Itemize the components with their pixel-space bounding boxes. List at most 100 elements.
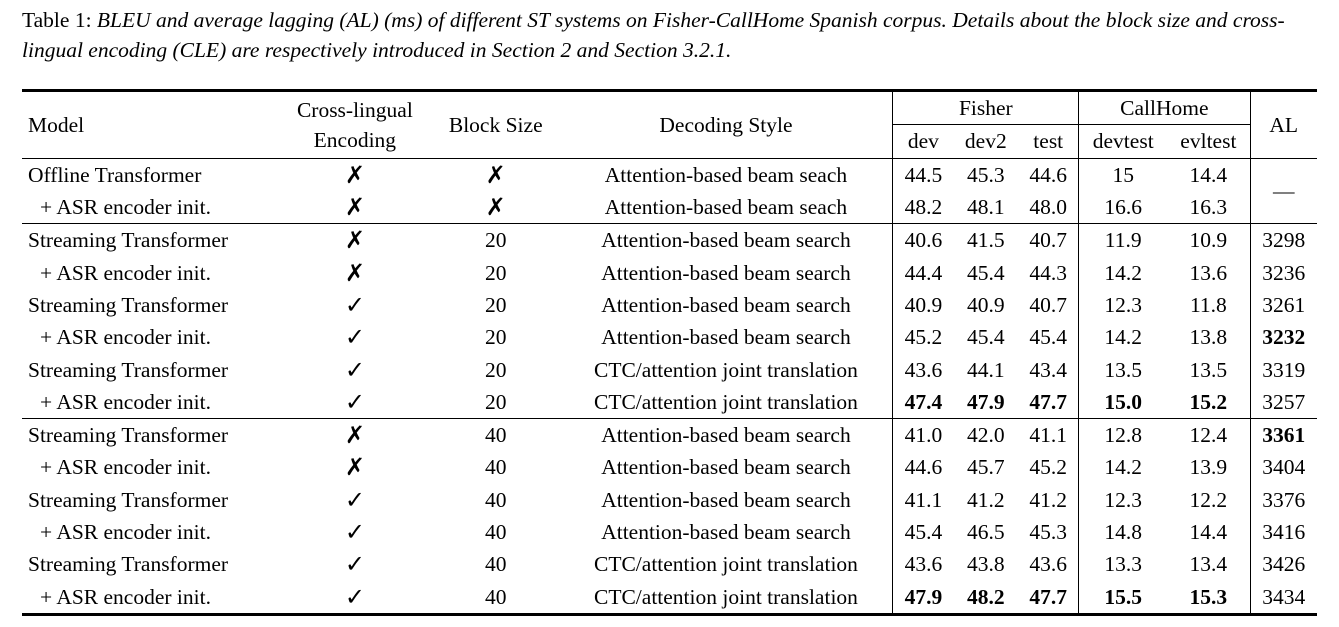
table-row: + ASR encoder init. ✓ 20 Attention-based be… xyxy=(22,321,1317,354)
al-cell: — xyxy=(1249,158,1317,224)
fisher-dev2-cell: 46.5 xyxy=(967,520,1005,544)
check-icon: ✓ xyxy=(344,387,365,416)
fisher-test-cell: 43.6 xyxy=(1029,552,1068,577)
fisher-test-cell: 45.2 xyxy=(1029,455,1068,480)
callhome-devtest-cell: 13.5 xyxy=(1078,353,1168,386)
header-model: Model xyxy=(28,112,85,137)
al-cell: 3298 xyxy=(1249,223,1317,257)
block-size-cell: 20 xyxy=(484,325,507,350)
fisher-test-cell: 41.1 xyxy=(1029,423,1068,448)
fisher-dev-cell: 45.2 xyxy=(892,321,954,354)
al-cell: 3434 xyxy=(1249,580,1317,615)
block-size-cell: 40 xyxy=(484,423,507,448)
block-size-cell: 20 xyxy=(484,357,507,382)
callhome-evltest-cell: 13.5 xyxy=(1189,357,1228,382)
cross-icon: ✗ xyxy=(344,453,365,482)
cross-icon: ✗ xyxy=(485,160,506,189)
fisher-dev2-cell: 48.2 xyxy=(967,584,1005,609)
check-icon: ✓ xyxy=(344,518,365,546)
header-fisher: Fisher xyxy=(892,90,1079,126)
header-callhome: CallHome xyxy=(1078,90,1250,126)
header-dev2: dev2 xyxy=(964,129,1007,154)
model-cell: Streaming Transformer xyxy=(28,292,229,317)
fisher-test-cell: 48.0 xyxy=(1029,195,1068,220)
fisher-test-cell: 41.2 xyxy=(1029,487,1068,512)
al-cell: 3426 xyxy=(1249,548,1317,581)
callhome-evltest-cell: 16.3 xyxy=(1189,195,1228,220)
al-cell: 3416 xyxy=(1249,515,1317,549)
decoding-style-cell: CTC/attention joint translation xyxy=(593,584,858,609)
decoding-style-cell: Attention-based beam search xyxy=(601,520,851,544)
al-cell: 3261 xyxy=(1249,288,1317,322)
fisher-dev-cell: 44.4 xyxy=(892,256,954,289)
block-size-cell: 40 xyxy=(484,487,507,512)
fisher-dev-cell: 41.1 xyxy=(892,483,954,516)
callhome-evltest-cell: 13.8 xyxy=(1189,325,1228,350)
decoding-style-cell: Attention-based beam search xyxy=(601,487,851,512)
fisher-dev-cell: 45.4 xyxy=(892,515,954,549)
callhome-devtest-cell: 15 xyxy=(1078,158,1168,191)
decoding-style-cell: CTC/attention joint translation xyxy=(593,389,858,414)
caption-label: Table 1: xyxy=(22,8,92,32)
al-cell: 3319 xyxy=(1249,353,1317,386)
callhome-devtest-cell: 11.9 xyxy=(1078,223,1168,257)
callhome-devtest-cell: 14.2 xyxy=(1078,321,1168,354)
decoding-style-cell: Attention-based beam search xyxy=(601,228,851,253)
decoding-style-cell: Attention-based beam search xyxy=(601,260,851,285)
results-table: Model Cross-lingual Encoding Block Size D… xyxy=(22,89,1317,616)
fisher-test-cell: 45.4 xyxy=(1029,325,1068,350)
table-row: + ASR encoder init. ✗ 40 Attention-based be… xyxy=(22,451,1317,484)
callhome-devtest-cell: 12.3 xyxy=(1078,483,1168,516)
table-row: Streaming Transformer ✓ 20 Attention-based … xyxy=(22,288,1317,322)
check-icon: ✓ xyxy=(344,485,365,514)
cross-icon: ✗ xyxy=(344,193,365,222)
fisher-dev2-cell: 44.1 xyxy=(967,357,1005,382)
model-cell: Streaming Transformer xyxy=(28,552,229,577)
callhome-devtest-cell: 12.8 xyxy=(1078,418,1168,452)
fisher-dev-cell: 47.4 xyxy=(892,385,954,419)
fisher-dev2-cell: 40.9 xyxy=(967,292,1005,317)
callhome-devtest-cell: 12.3 xyxy=(1078,288,1168,322)
table-row: Streaming Transformer ✗ 40 Attention-based … xyxy=(22,418,1317,452)
block-size-cell: 40 xyxy=(484,552,507,577)
decoding-style-cell: Attention-based beam search xyxy=(601,455,851,480)
cross-icon: ✗ xyxy=(344,421,365,450)
callhome-devtest-cell: 15.5 xyxy=(1078,580,1168,615)
table-row: + ASR encoder init. ✗ 20 Attention-based be… xyxy=(22,256,1317,289)
check-icon: ✓ xyxy=(344,582,365,611)
table-body: Offline Transformer ✗ ✗ Attention-based bea… xyxy=(22,158,1317,615)
fisher-dev-cell: 43.6 xyxy=(892,548,954,581)
fisher-test-cell: 40.7 xyxy=(1029,228,1068,253)
decoding-style-cell: Attention-based beam seach xyxy=(604,162,848,187)
al-cell: 3232 xyxy=(1249,321,1317,354)
fisher-dev-cell: 48.2 xyxy=(892,190,954,224)
decoding-style-cell: Attention-based beam search xyxy=(601,423,851,448)
header-devtest: devtest xyxy=(1078,124,1168,159)
fisher-dev-cell: 43.6 xyxy=(892,353,954,386)
fisher-dev-cell: 40.9 xyxy=(892,288,954,322)
header-block-size: Block Size xyxy=(448,112,543,137)
block-size-cell: 40 xyxy=(484,520,507,544)
callhome-devtest-cell: 13.3 xyxy=(1078,548,1168,581)
header-dev: dev xyxy=(892,124,954,159)
table-row: Streaming Transformer ✗ 20 Attention-based … xyxy=(22,223,1317,257)
fisher-test-cell: 44.6 xyxy=(1029,162,1068,187)
callhome-devtest-cell: 15.0 xyxy=(1078,385,1168,419)
fisher-dev-cell: 44.6 xyxy=(892,451,954,484)
block-size-cell: 20 xyxy=(484,389,507,414)
cross-icon: ✗ xyxy=(344,160,365,189)
fisher-dev2-cell: 42.0 xyxy=(967,423,1005,448)
callhome-devtest-cell: 16.6 xyxy=(1078,190,1168,224)
header-test: test xyxy=(1033,129,1064,154)
header-al: AL xyxy=(1249,90,1317,159)
model-cell: Streaming Transformer xyxy=(28,357,229,382)
fisher-dev-cell: 41.0 xyxy=(892,418,954,452)
model-cell: Streaming Transformer xyxy=(28,423,229,448)
callhome-devtest-cell: 14.2 xyxy=(1078,256,1168,289)
check-icon: ✓ xyxy=(344,355,365,384)
fisher-dev-cell: 47.9 xyxy=(892,580,954,615)
fisher-dev-cell: 40.6 xyxy=(892,223,954,257)
callhome-evltest-cell: 10.9 xyxy=(1189,228,1228,253)
table-row: Streaming Transformer ✓ 20 CTC/attention jo… xyxy=(22,353,1317,386)
header-row: Model Cross-lingual Encoding Block Size D… xyxy=(22,90,1317,159)
